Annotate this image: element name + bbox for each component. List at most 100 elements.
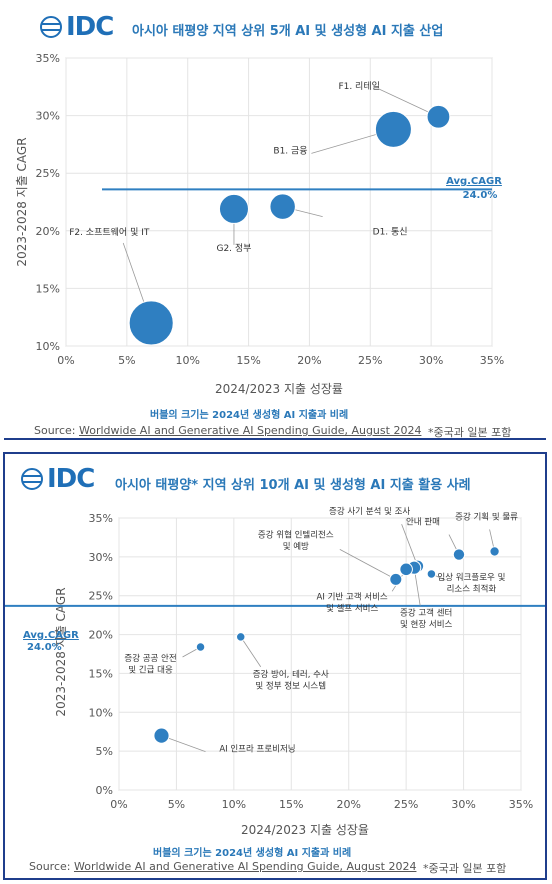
bubble-label: 증강 공공 안전 및 긴급 대응 bbox=[124, 653, 176, 675]
x-tick-label: 25% bbox=[358, 354, 382, 367]
bubble bbox=[426, 104, 451, 129]
bubble bbox=[399, 562, 413, 577]
bubble bbox=[489, 546, 500, 557]
x-axis-title: 2024/2023 지출 성장율 bbox=[241, 823, 369, 837]
avg-cagr-label: Avg.CAGR bbox=[446, 176, 502, 187]
bubble-chart-industries: 10% 15% 20% 25% 30% 35% 0% 5% 10% 15% 20% 25% 30% 35%… bbox=[15, 52, 504, 396]
y-tick-label: 10% bbox=[36, 340, 60, 353]
footnote: *중국과 일본 포함 bbox=[428, 426, 512, 439]
source-link[interactable]: Worldwide AI and Generative AI Spending … bbox=[78, 424, 422, 437]
logo-text: IDC bbox=[66, 12, 114, 42]
y-tick-label: 20% bbox=[36, 225, 60, 238]
bubble-size-caption: 버블의 크기는 2024년 생성형 AI 지출과 비례 bbox=[153, 848, 352, 859]
bubble-label: D1. 통신 bbox=[373, 227, 408, 238]
bubble-label-line: 증강 방어, 테러, 수사 bbox=[253, 669, 329, 680]
bubble-size-caption: 버블의 크기는 2024년 생성형 AI 지출과 비례 bbox=[150, 410, 349, 421]
x-tick-label: 15% bbox=[279, 798, 303, 811]
bubble-label: G2. 정부 bbox=[216, 243, 251, 254]
x-tick-label: 15% bbox=[236, 354, 260, 367]
bubble bbox=[128, 300, 174, 346]
y-axis-title: 2023-2028 지출 CAGR bbox=[15, 137, 29, 266]
source-citation: Source: Worldwide AI and Generative AI S… bbox=[34, 424, 422, 437]
bubble bbox=[374, 110, 412, 148]
bubble bbox=[153, 727, 170, 744]
bubble-label-line: 및 긴급 대응 bbox=[128, 664, 173, 675]
bubble-label-line: 리소스 최적화 bbox=[447, 583, 497, 594]
leader-line bbox=[401, 524, 419, 567]
bubble-label-line: AI 기반 고객 서비스 bbox=[317, 591, 388, 602]
bubble-label: AI 인프라 프로비저닝 bbox=[219, 744, 295, 755]
idc-logo: IDC bbox=[21, 464, 95, 494]
bubble-label: F2. 소프트웨어 및 IT bbox=[69, 226, 150, 238]
bubble-label: 증강 위협 인텔리전스 및 예방 bbox=[258, 529, 334, 551]
bubble-label-line: 및 현장 서비스 bbox=[400, 619, 453, 630]
y-tick-label: 15% bbox=[36, 282, 60, 295]
leader-line bbox=[240, 636, 262, 668]
bubble bbox=[218, 193, 249, 224]
y-tick-label: 35% bbox=[36, 52, 60, 65]
bubble-label: 증강 기획 및 물류 bbox=[455, 511, 518, 522]
bubble-label: B1. 금융 bbox=[273, 145, 307, 156]
bubble-label: 안내 판매 bbox=[406, 517, 440, 528]
x-tick-label: 30% bbox=[419, 354, 443, 367]
bubble bbox=[269, 193, 296, 220]
x-tick-label: 35% bbox=[509, 798, 533, 811]
bubble-label-line: 및 셀프 서비스 bbox=[326, 603, 379, 614]
globe-icon bbox=[21, 468, 43, 490]
bubble-label-line: 및 정부 정보 시스템 bbox=[255, 680, 326, 691]
y-tick-label: 25% bbox=[36, 167, 60, 180]
y-tick-label: 15% bbox=[89, 667, 113, 680]
x-tick-label: 5% bbox=[168, 798, 185, 811]
bubble-label: 증강 고객 센터 및 현장 서비스 bbox=[400, 608, 453, 630]
globe-icon bbox=[40, 16, 62, 38]
y-tick-label: 10% bbox=[89, 706, 113, 719]
source-citation: Source: Worldwide AI and Generative AI S… bbox=[29, 860, 417, 873]
bubble bbox=[236, 632, 246, 642]
x-tick-label: 0% bbox=[110, 798, 127, 811]
chart-panel-use-cases: IDC 아시아 태평양* 지역 상위 10개 AI 및 생성형 AI 지출 활용… bbox=[3, 452, 547, 880]
x-tick-label: 10% bbox=[222, 798, 246, 811]
bubble-label-line: 증강 위협 인텔리전스 bbox=[258, 529, 334, 540]
source-link[interactable]: Worldwide AI and Generative AI Spending … bbox=[73, 860, 417, 873]
bubble bbox=[426, 569, 437, 579]
x-tick-label: 0% bbox=[57, 354, 74, 367]
footnote: *중국과 일본 포함 bbox=[423, 862, 507, 875]
y-tick-label: 0% bbox=[96, 784, 113, 797]
y-tick-label: 35% bbox=[89, 512, 113, 525]
x-tick-label: 30% bbox=[451, 798, 475, 811]
x-tick-label: 20% bbox=[336, 798, 360, 811]
y-tick-label: 30% bbox=[36, 110, 60, 123]
y-tick-label: 25% bbox=[89, 590, 113, 603]
x-tick-label: 5% bbox=[118, 354, 135, 367]
bubble-label: 증강 사기 분석 및 조사 bbox=[329, 506, 410, 517]
y-tick-label: 30% bbox=[89, 551, 113, 564]
leader-line bbox=[339, 549, 396, 580]
bubble bbox=[452, 548, 466, 561]
x-axis-title: 2024/2023 지출 성장률 bbox=[215, 382, 343, 396]
logo-text: IDC bbox=[47, 464, 95, 494]
avg-cagr-value: 24.0% bbox=[27, 642, 62, 653]
avg-cagr-label: Avg.CAGR bbox=[23, 630, 79, 641]
y-tick-label: 20% bbox=[89, 629, 113, 642]
bubble-label-line: 증강 고객 센터 bbox=[400, 608, 452, 619]
bubble-chart-use-cases: 0% 5% 10% 15% 20% 25% 30% 35% 0% 5% 10% 15% 20% 25% 30… bbox=[5, 506, 545, 837]
idc-logo: IDC bbox=[40, 12, 114, 42]
bubble-label: F1. 리테일 bbox=[338, 81, 379, 92]
chart-panel-industries: IDC 아시아 태평양 지역 상위 5개 AI 및 생성형 AI 지출 산업 1… bbox=[4, 2, 546, 440]
avg-cagr-value: 24.0% bbox=[463, 190, 498, 201]
bubble-label-line: 증강 공공 안전 bbox=[124, 653, 176, 664]
y-axis-title: 2023-2028 지출 CAGR bbox=[54, 587, 68, 716]
x-tick-label: 20% bbox=[297, 354, 321, 367]
chart-title: 아시아 태평양* 지역 상위 10개 AI 및 생성형 AI 지출 활용 사례 bbox=[115, 478, 471, 493]
bubble bbox=[195, 642, 206, 652]
y-tick-label: 5% bbox=[96, 745, 113, 758]
bubble bbox=[389, 572, 403, 586]
x-tick-label: 35% bbox=[480, 354, 504, 367]
bubble-label: 임상 워크플로우 및 리소스 최적화 bbox=[437, 572, 505, 594]
chart-title: 아시아 태평양 지역 상위 5개 AI 및 생성형 AI 지출 산업 bbox=[132, 24, 444, 39]
bubble-label-line: 임상 워크플로우 및 bbox=[437, 572, 505, 583]
x-tick-label: 10% bbox=[175, 354, 199, 367]
x-tick-label: 25% bbox=[394, 798, 418, 811]
bubble-label: AI 기반 고객 서비스 및 셀프 서비스 bbox=[317, 591, 388, 613]
bubble-label: 증강 방어, 테러, 수사 및 정부 정보 시스템 bbox=[253, 669, 329, 691]
